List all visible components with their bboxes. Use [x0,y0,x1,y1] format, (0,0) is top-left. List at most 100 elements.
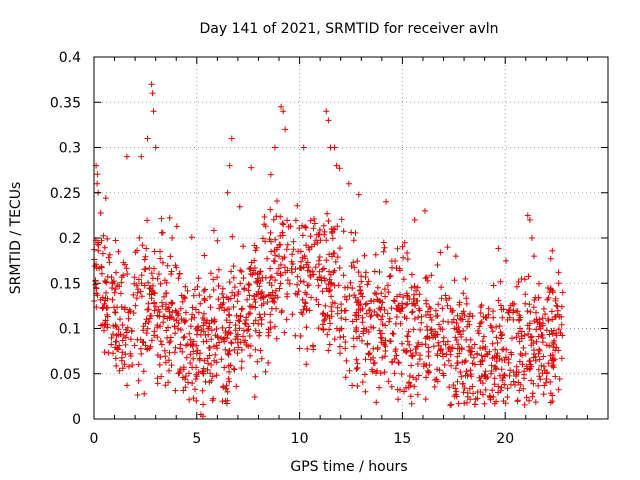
data-point [161,293,167,300]
data-point [236,318,243,325]
data-point [163,290,170,297]
data-point [272,252,279,259]
data-point [180,387,187,394]
y-tick-label: 0.4 [59,50,81,66]
data-point [252,270,259,276]
data-point [317,237,324,244]
data-point [297,333,304,339]
data-point [103,289,109,296]
data-point [159,259,166,266]
data-point [452,391,459,398]
data-point [529,390,536,397]
data-point [489,355,496,362]
data-point [236,203,243,210]
data-point [482,353,488,360]
data-point [513,363,520,370]
data-point [404,250,411,256]
data-point [119,349,126,356]
data-point [535,366,542,373]
data-point [525,331,532,337]
data-point [394,293,400,300]
data-point [272,287,279,294]
data-point [513,308,520,315]
data-point [110,350,116,357]
data-point [137,288,144,295]
data-point [413,350,420,356]
data-point [289,311,296,318]
data-point [247,264,254,271]
data-point [110,278,117,285]
data-point [480,391,486,398]
data-point [145,279,152,286]
data-point [522,350,529,357]
data-point [102,195,109,202]
data-point [325,281,332,288]
data-point [509,335,515,342]
data-point [219,285,226,292]
data-point [386,273,393,280]
data-point [446,384,453,391]
data-point [321,228,328,235]
data-point [297,248,304,255]
data-point [435,301,442,308]
data-point [526,358,533,365]
data-point [342,374,349,381]
data-point [165,324,171,331]
data-point [262,223,269,230]
data-point [488,368,495,374]
data-point [328,303,335,310]
data-point [408,362,415,369]
data-point [138,153,145,160]
data-point [433,313,440,320]
data-point [257,295,264,302]
data-point [210,395,217,402]
data-point [314,276,321,283]
data-point [489,328,496,335]
data-point [162,382,169,389]
data-point [379,313,386,320]
data-point [337,334,344,341]
data-point [388,305,395,312]
data-point [439,305,446,312]
data-point [294,273,301,280]
data-point [252,346,259,353]
data-point [464,399,470,406]
data-point [315,301,322,308]
data-point [99,250,106,257]
data-point [403,384,409,391]
data-point [113,332,120,339]
data-point [252,373,259,380]
data-point [125,315,132,322]
data-point [558,303,565,310]
data-point [341,293,348,300]
data-point [454,329,461,336]
data-point [247,352,253,359]
data-point [267,171,274,178]
data-point [209,373,216,380]
data-point [427,311,433,318]
data-point [346,367,353,374]
data-point [316,254,323,260]
data-point [400,276,407,283]
data-point [101,300,108,307]
data-point [267,325,274,332]
data-point [472,396,479,403]
data-point [528,235,535,241]
data-point [97,210,104,216]
data-point [411,283,418,290]
data-point [458,346,465,353]
data-point [164,262,171,269]
data-point [211,316,218,323]
data-point [200,413,206,420]
data-point [169,235,176,241]
data-point [104,311,111,318]
data-point [413,376,420,383]
data-point [536,373,543,380]
data-point [354,364,361,371]
data-point [192,386,198,393]
data-point [238,268,245,275]
data-point [310,342,316,349]
data-point [252,247,259,254]
data-point [142,266,149,272]
x-tick-labels: 0 5 10 15 20 [90,431,515,447]
